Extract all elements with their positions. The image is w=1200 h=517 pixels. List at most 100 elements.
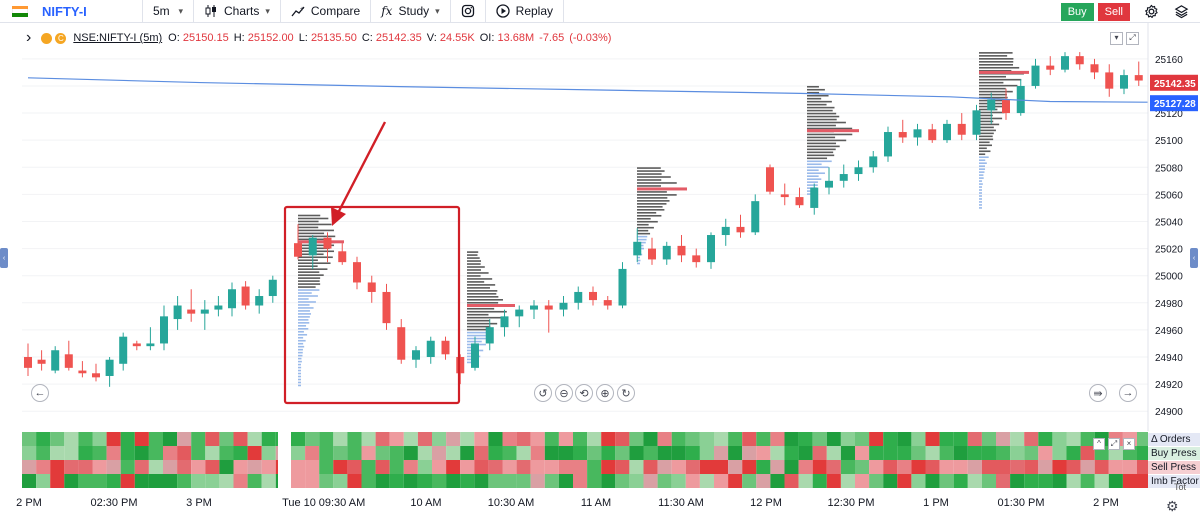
- sell-button[interactable]: Sell: [1097, 2, 1130, 21]
- profile-bar: [979, 144, 992, 147]
- chevron-up-icon: ^: [1097, 439, 1101, 448]
- layers-button[interactable]: [1170, 1, 1192, 23]
- candle-body: [471, 343, 479, 368]
- time-axis[interactable]: 2 PM 02:30 PM 3 PM Tue 10 09:30 AM 10 AM 10:30…: [0, 482, 1186, 517]
- heatmap-cell: [233, 432, 248, 446]
- panel-close-button[interactable]: ×: [1123, 438, 1135, 450]
- heatmap-cell: [516, 474, 531, 488]
- heatmap-cell: [544, 446, 559, 460]
- heatmap-cell: [699, 446, 714, 460]
- candle-body: [500, 316, 509, 328]
- profile-bar: [979, 195, 982, 197]
- heatmap-cell: [375, 474, 390, 488]
- heatmap-cell: [869, 474, 884, 488]
- heatmap-cell: [516, 460, 531, 474]
- buy-button[interactable]: Buy: [1060, 2, 1094, 21]
- candle-body: [1105, 72, 1114, 89]
- heatmap-cell: [1137, 432, 1148, 446]
- profile-bar: [979, 96, 1008, 99]
- redo-zoom-button[interactable]: ↻: [617, 384, 635, 402]
- time-tick-label: 11:30 AM: [658, 497, 704, 509]
- profile-bar: [979, 198, 982, 200]
- profile-bar: [979, 174, 984, 176]
- heatmap-cell: [191, 446, 206, 460]
- open-key: O:: [168, 32, 180, 44]
- profile-bar: [807, 106, 835, 109]
- left-panel-toggle[interactable]: ‹: [0, 248, 8, 268]
- candle-body: [633, 241, 642, 256]
- snapshot-button[interactable]: [451, 0, 485, 23]
- replay-button[interactable]: Replay: [486, 0, 563, 23]
- heatmap-cell: [347, 460, 362, 474]
- candle-body: [972, 110, 981, 135]
- zoom-out-button[interactable]: ⊖: [555, 384, 573, 402]
- profile-bar: [467, 263, 481, 265]
- compare-button[interactable]: + Compare: [281, 0, 370, 23]
- maximize-pane-button[interactable]: ⤢: [1126, 32, 1139, 45]
- heatmap-cell: [601, 446, 616, 460]
- profile-bar: [298, 348, 303, 351]
- zoom-in-icon: ⊕: [600, 387, 610, 400]
- gear-icon: [1144, 4, 1158, 18]
- panel-maximize-button[interactable]: ⤢: [1108, 438, 1120, 450]
- profile-bar: [298, 280, 320, 282]
- heatmap-cell: [219, 474, 234, 488]
- heatmap-cell: [347, 432, 362, 446]
- heatmap-cell: [826, 460, 841, 474]
- heatmap-cell: [925, 474, 940, 488]
- heatmap-cell: [375, 460, 390, 474]
- heatmap-cell: [587, 432, 602, 446]
- candle-body: [441, 340, 450, 355]
- profile-bar: [979, 117, 1003, 120]
- profile-bar: [637, 223, 649, 226]
- profile-bar: [298, 256, 333, 259]
- profile-bar: [298, 298, 309, 300]
- symbol-search[interactable]: NIFTY-I: [42, 3, 87, 19]
- profile-bar: [467, 325, 491, 328]
- price-axis-bg: [1148, 23, 1200, 431]
- time-tick-label: 01:30 PM: [997, 497, 1045, 509]
- heatmap-cell: [657, 460, 672, 474]
- reset-zoom-button[interactable]: ⟲: [575, 384, 593, 402]
- profile-bar: [298, 345, 305, 348]
- profile-bar: [467, 266, 485, 268]
- scroll-left-button[interactable]: ←: [31, 384, 49, 402]
- heatmap-cell: [36, 460, 51, 474]
- interval-select[interactable]: 5m ▾: [143, 0, 193, 23]
- panel-up-button[interactable]: ^: [1093, 438, 1105, 450]
- profile-bar: [637, 235, 648, 238]
- heatmap-cell: [78, 460, 93, 474]
- scroll-right-button[interactable]: →: [1119, 384, 1137, 402]
- go-to-realtime-button[interactable]: ⇛: [1089, 384, 1107, 402]
- undo-zoom-button[interactable]: ↺: [534, 384, 552, 402]
- price-chart[interactable]: 2516025140251202510025080250602504025020…: [0, 23, 1200, 493]
- heatmap-cell: [714, 474, 729, 488]
- heatmap-cell: [1010, 446, 1025, 460]
- heatmap-cell: [1038, 460, 1053, 474]
- settings-button[interactable]: [1140, 1, 1162, 23]
- profile-bar: [467, 281, 485, 283]
- profile-bar: [467, 284, 496, 286]
- heatmap-cell: [629, 432, 644, 446]
- right-panel-toggle[interactable]: ‹: [1190, 248, 1198, 268]
- heatmap-cell: [756, 460, 771, 474]
- heatmap-cell: [261, 446, 276, 460]
- profile-bar: [298, 265, 318, 267]
- price-tick-label: 25120: [1155, 109, 1183, 120]
- study-menu-button[interactable]: fx Study ▾: [371, 0, 449, 23]
- profile-bar: [979, 63, 1014, 66]
- heatmap-cell: [361, 446, 376, 460]
- india-flag-icon: [12, 5, 28, 17]
- collapse-legend-icon[interactable]: ›: [26, 29, 32, 46]
- profile-bar: [467, 296, 499, 298]
- profile-bar: [298, 289, 320, 291]
- heatmap-cell: [812, 460, 827, 474]
- zoom-in-button[interactable]: ⊕: [596, 384, 614, 402]
- candle-body: [589, 291, 597, 301]
- heatmap-cell: [1010, 432, 1025, 446]
- legend-symbol[interactable]: NSE:NIFTY-I (5m): [73, 32, 163, 44]
- collapse-pane-button[interactable]: ▾: [1110, 32, 1123, 45]
- axis-settings-gear-icon[interactable]: ⚙: [1166, 498, 1179, 514]
- candle-body: [397, 327, 406, 360]
- charts-menu-button[interactable]: Charts ▾: [194, 0, 280, 23]
